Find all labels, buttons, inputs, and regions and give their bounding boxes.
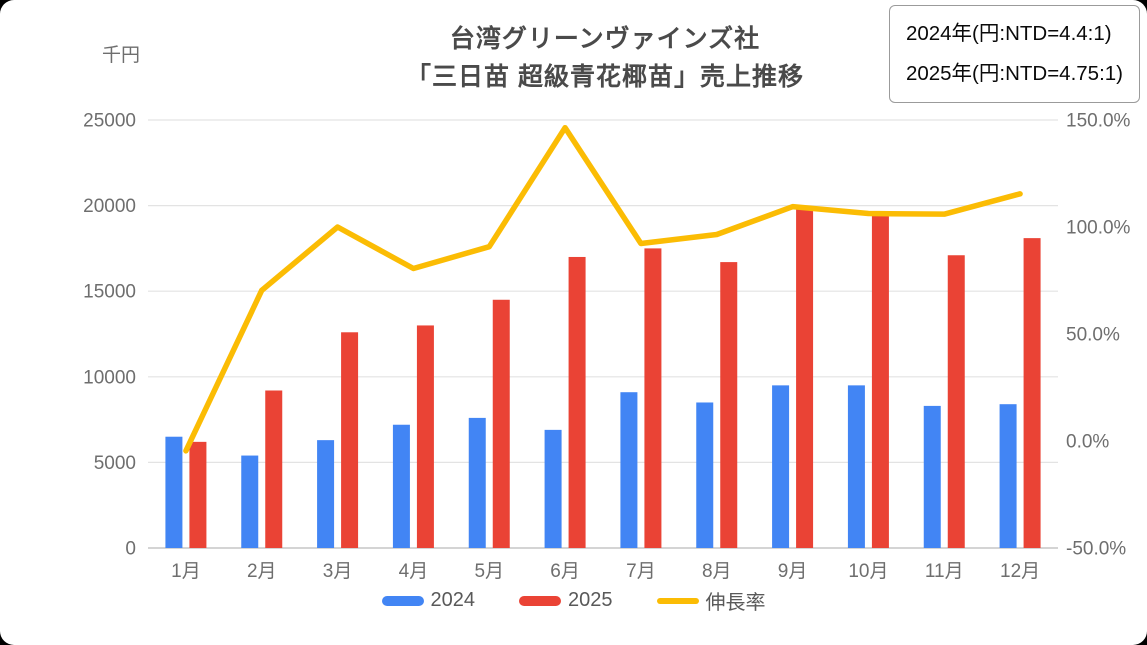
- bar-2025: [796, 207, 814, 548]
- x-axis-month-label: 12月: [1000, 561, 1040, 582]
- chart-title-line2: 「三日苗 超級青花椰苗」売上推移: [406, 63, 804, 91]
- x-axis-month-label: 11月: [925, 561, 964, 582]
- bar-2024: [620, 392, 638, 548]
- bar-2024: [165, 436, 183, 548]
- bar-2024: [772, 385, 790, 548]
- bar-2024: [999, 404, 1017, 548]
- x-axis-month-label: 3月: [323, 561, 353, 582]
- left-axis-tick-label: 0: [125, 539, 136, 560]
- legend-label-2025: 2025: [568, 589, 613, 611]
- right-axis-tick-label: 50.0%: [1066, 325, 1120, 346]
- bar-2025: [341, 332, 359, 548]
- bar-2024: [923, 405, 941, 548]
- x-axis-month-label: 7月: [626, 561, 656, 582]
- growth-rate-line: [183, 124, 1023, 454]
- bar-2025: [265, 390, 283, 548]
- bar-2024: [241, 455, 259, 548]
- bar-2024: [847, 385, 865, 548]
- bar-2024: [392, 424, 410, 548]
- bar-2025: [568, 256, 586, 548]
- bar-2025: [416, 325, 434, 548]
- legend-swatch-growth-line: [656, 597, 699, 604]
- bar-2025: [1023, 238, 1041, 549]
- x-axis-month-label: 10月: [848, 561, 888, 582]
- x-axis-month-label: 4月: [399, 561, 429, 582]
- chart-title: 台湾グリーンヴァインズ社 「三日苗 超級青花椰苗」売上推移: [180, 20, 1030, 96]
- chart-title-line1: 台湾グリーンヴァインズ社: [449, 25, 761, 53]
- exchange-rate-2024: 2024年(円:NTD=4.4:1): [905, 22, 1112, 45]
- right-axis-tick-label: 0.0%: [1066, 432, 1109, 453]
- bar-2024: [544, 429, 562, 548]
- bar-2024: [696, 402, 714, 548]
- left-axis-unit-label: 千円: [102, 45, 141, 66]
- x-axis-month-label: 2月: [247, 561, 277, 582]
- x-axis-month-label: 5月: [474, 561, 504, 582]
- x-axis-month-label: 1月: [171, 561, 201, 582]
- bar-2025: [644, 248, 662, 548]
- exchange-rate-box: 2024年(円:NTD=4.4:1) 2025年(円:NTD=4.75:1): [888, 5, 1140, 103]
- chart-legend: 2024 2025 伸長率: [0, 586, 1147, 615]
- bar-2025: [871, 212, 889, 548]
- x-axis-month-label: 6月: [550, 561, 580, 582]
- legend-label-growth-rate: 伸長率: [705, 592, 766, 614]
- bar-2025: [947, 255, 965, 549]
- legend-item-growth-rate: 伸長率: [656, 586, 766, 615]
- bar-2024: [317, 440, 335, 548]
- bar-2025: [492, 299, 510, 548]
- left-axis-tick-label: 15000: [83, 282, 136, 303]
- legend-item-2025: 2025: [519, 589, 613, 612]
- left-axis-tick-label: 25000: [83, 111, 136, 132]
- bar-2025: [720, 262, 738, 548]
- left-axis-tick-label: 5000: [94, 453, 136, 474]
- left-axis-tick-label: 20000: [83, 196, 136, 217]
- exchange-rate-2025: 2025年(円:NTD=4.75:1): [905, 62, 1123, 85]
- x-axis-month-label: 8月: [702, 561, 732, 582]
- bar-2024: [468, 417, 486, 548]
- x-axis-month-label: 9月: [778, 561, 808, 582]
- right-axis-tick-label: 150.0%: [1066, 111, 1131, 132]
- right-axis-tick-label: -50.0%: [1066, 539, 1126, 560]
- right-axis-tick-label: 100.0%: [1066, 218, 1131, 239]
- legend-swatch-2024-bar: [381, 595, 424, 606]
- left-axis-tick-label: 10000: [83, 367, 136, 388]
- legend-swatch-2025-bar: [519, 595, 561, 606]
- legend-label-2024: 2024: [430, 589, 476, 611]
- bar-2025: [189, 441, 207, 548]
- legend-item-2024: 2024: [381, 589, 476, 612]
